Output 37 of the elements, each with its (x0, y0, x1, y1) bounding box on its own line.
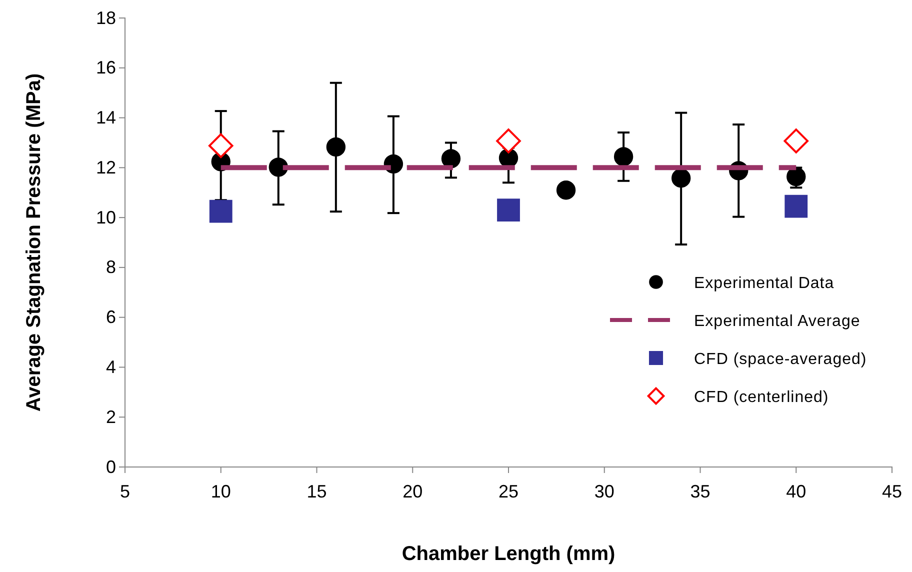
y-tick-label: 2 (106, 406, 116, 427)
x-tick-label: 30 (594, 482, 614, 502)
legend-label: Experimental Data (694, 275, 834, 292)
x-tick-label: 35 (690, 482, 710, 502)
point (209, 200, 232, 223)
point (784, 128, 808, 154)
point (496, 128, 521, 154)
point (556, 180, 576, 200)
y-tick-label: 14 (96, 108, 116, 128)
x-tick-label: 15 (306, 482, 327, 502)
point (671, 168, 691, 188)
y-axis-title: Average Stagnation Pressure (MPa) (23, 73, 45, 412)
y-tick-label: 4 (106, 356, 116, 377)
y-tick-label: 0 (106, 456, 116, 477)
legend-label: CFD (space-averaged) (694, 351, 867, 368)
point (441, 149, 461, 168)
x-tick-label: 5 (120, 482, 130, 502)
y-tick-label: 8 (106, 257, 116, 278)
x-tick-label: 20 (402, 482, 423, 502)
y-tick-label: 16 (96, 58, 116, 78)
x-tick-label: 40 (786, 482, 806, 502)
point (784, 194, 808, 218)
y-tick-label: 10 (96, 207, 116, 228)
x-tick-label: 25 (498, 482, 519, 502)
y-tick-label: 18 (96, 8, 116, 28)
point (497, 198, 520, 222)
legend-label: Experimental Average (694, 313, 860, 330)
point (208, 133, 234, 158)
point (268, 158, 288, 177)
y-tick-label: 6 (106, 307, 116, 328)
point (326, 137, 346, 157)
legend-label: CFD (centerlined) (694, 389, 829, 406)
y-tick-label: 12 (96, 157, 116, 178)
x-axis-title: Chamber Length (mm) (402, 543, 616, 565)
x-tick-label: 45 (882, 482, 902, 502)
point (614, 147, 634, 166)
x-tick-label: 10 (210, 482, 231, 502)
